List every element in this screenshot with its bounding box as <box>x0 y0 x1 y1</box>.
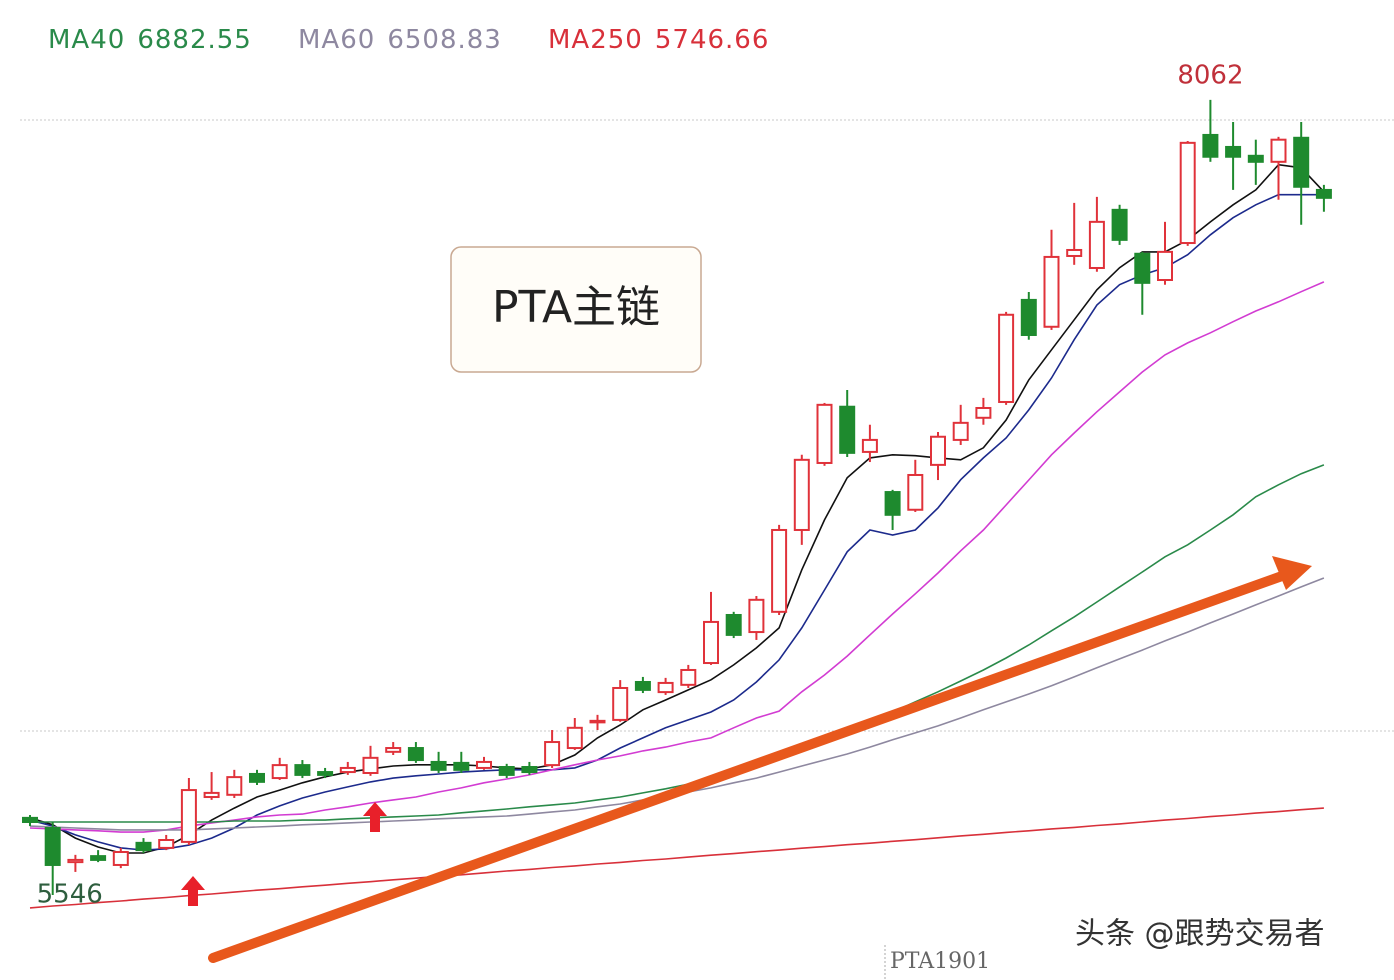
up-arrow <box>181 876 205 906</box>
candle-body <box>1270 138 1287 163</box>
ma-line <box>30 464 1325 823</box>
candle-body <box>44 826 61 866</box>
candle-body <box>90 855 107 861</box>
candle-body <box>271 764 288 780</box>
candle-body <box>907 473 924 511</box>
candle-body <box>703 620 719 665</box>
candle-body <box>362 756 379 775</box>
candle-body <box>1179 141 1196 245</box>
candle-body <box>589 719 606 724</box>
candle-body <box>1088 220 1105 269</box>
candle-body <box>1020 298 1037 336</box>
ma-line <box>29 163 1325 854</box>
trend-arrow <box>208 571 1287 963</box>
ma-line <box>29 807 1324 909</box>
candle-body <box>1111 208 1128 241</box>
candle-body <box>1202 133 1219 158</box>
candle-body <box>203 791 220 799</box>
high-label: 8062 <box>1177 60 1243 90</box>
candle-body <box>930 435 946 466</box>
candle-body <box>839 405 856 454</box>
candle-body <box>226 776 243 796</box>
candle-body <box>317 771 334 776</box>
candle-body <box>1315 188 1332 199</box>
watermark: 头条 @跟势交易者 <box>1075 917 1325 952</box>
candle-body <box>1247 154 1264 163</box>
candle-body <box>816 403 833 464</box>
candle-body <box>1225 145 1242 158</box>
candle-body <box>1043 255 1060 328</box>
candle-body <box>1157 250 1173 282</box>
candle-body <box>566 726 583 750</box>
ma-line <box>29 281 1325 833</box>
candle-body <box>430 760 447 771</box>
candle-body <box>135 841 152 852</box>
candle-body <box>680 668 697 686</box>
candle-body <box>180 789 197 843</box>
candle-body <box>634 680 651 691</box>
candle-body <box>975 406 992 419</box>
candle-body <box>339 766 356 774</box>
annotation-text: PTA主链 <box>492 282 660 333</box>
annotation-box <box>450 246 702 373</box>
candle-body <box>112 851 129 866</box>
candle-body <box>657 681 674 694</box>
candle-body <box>952 421 969 441</box>
candle-body <box>725 613 742 636</box>
candle-body <box>1066 248 1083 257</box>
legend-entry: MA250 5746.66 <box>548 25 769 55</box>
candle-body <box>884 491 901 516</box>
legend-entry: MA60 6508.83 <box>298 25 502 55</box>
candle-body <box>1293 136 1310 188</box>
candle-body <box>771 528 788 613</box>
candle-body <box>544 741 561 767</box>
candle-body <box>1134 252 1151 284</box>
candle-body <box>476 760 492 769</box>
candle-body <box>407 747 424 762</box>
candle-body <box>294 764 311 776</box>
plot-area: 8062 5546 <box>22 60 1332 909</box>
candle-body <box>793 458 810 531</box>
candle-body <box>612 686 629 721</box>
low-label: 5546 <box>37 879 103 909</box>
candle-body <box>521 765 538 774</box>
candle-body <box>748 598 765 634</box>
candle-body <box>861 438 878 453</box>
candle-body <box>385 747 402 753</box>
candle-body <box>22 816 38 823</box>
candle-body <box>249 772 265 783</box>
contract-label: PTA1901 <box>890 949 990 974</box>
candle-body <box>158 839 175 849</box>
candle-body <box>998 313 1015 403</box>
up-arrow <box>363 802 387 832</box>
candle-body <box>453 761 470 771</box>
legend-entry: MA40 6882.55 <box>48 25 252 55</box>
candle-body <box>498 765 515 776</box>
candle-body <box>67 858 84 864</box>
trend-arrow-head <box>1272 556 1312 590</box>
